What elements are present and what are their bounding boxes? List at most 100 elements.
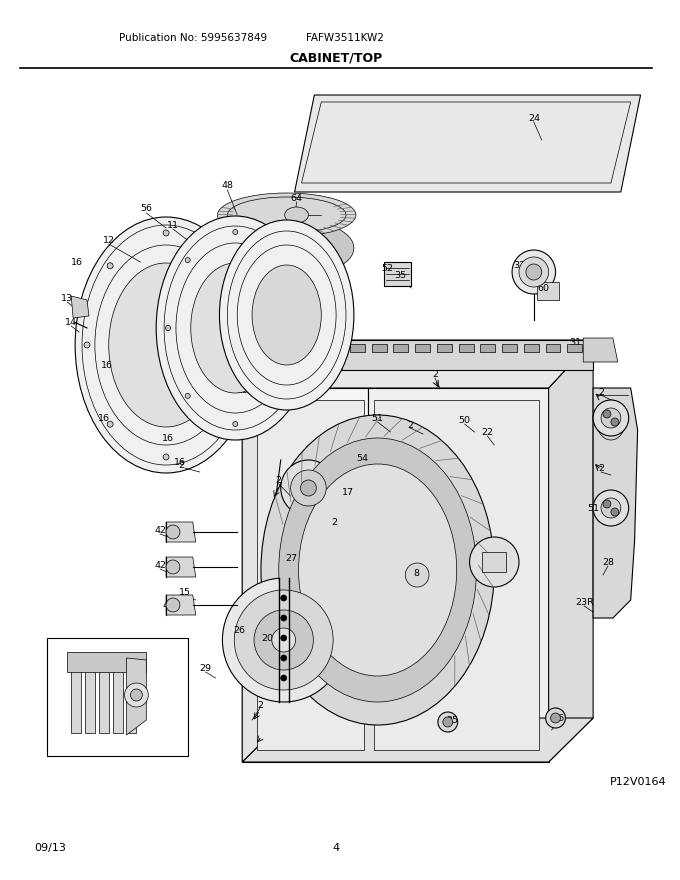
Ellipse shape xyxy=(109,263,224,427)
Circle shape xyxy=(601,498,621,518)
Circle shape xyxy=(166,560,180,574)
Bar xyxy=(567,344,582,352)
Ellipse shape xyxy=(252,265,321,365)
Polygon shape xyxy=(242,340,287,762)
Circle shape xyxy=(219,422,225,427)
Text: 48: 48 xyxy=(222,180,233,189)
Ellipse shape xyxy=(220,220,354,410)
Circle shape xyxy=(280,258,286,262)
Bar xyxy=(537,282,558,300)
Ellipse shape xyxy=(279,438,477,702)
Circle shape xyxy=(290,470,326,506)
Ellipse shape xyxy=(299,464,457,676)
Polygon shape xyxy=(242,340,593,388)
Ellipse shape xyxy=(191,263,279,393)
Polygon shape xyxy=(166,595,196,615)
Text: 42: 42 xyxy=(162,600,174,610)
Text: CABINET/TOP: CABINET/TOP xyxy=(290,52,383,64)
Bar xyxy=(394,344,408,352)
Bar xyxy=(99,658,109,733)
Text: 36: 36 xyxy=(552,714,564,722)
Text: 2: 2 xyxy=(407,421,413,429)
Polygon shape xyxy=(549,340,593,762)
Bar xyxy=(67,652,146,672)
Circle shape xyxy=(281,615,287,621)
Bar xyxy=(126,658,137,733)
Bar xyxy=(307,344,321,352)
Circle shape xyxy=(300,326,305,331)
Text: 16: 16 xyxy=(174,458,186,466)
Bar xyxy=(482,552,506,572)
Circle shape xyxy=(281,595,287,601)
Text: 17: 17 xyxy=(342,488,354,496)
Text: 5: 5 xyxy=(153,747,159,757)
Text: Publication No: 5995637849: Publication No: 5995637849 xyxy=(118,33,267,43)
Text: 16: 16 xyxy=(162,434,174,443)
Bar xyxy=(328,344,343,352)
Text: 8: 8 xyxy=(413,568,419,577)
Text: 28: 28 xyxy=(602,558,614,567)
Polygon shape xyxy=(166,522,196,542)
Circle shape xyxy=(281,655,287,661)
Circle shape xyxy=(107,263,113,268)
Circle shape xyxy=(84,342,90,348)
Polygon shape xyxy=(374,400,539,750)
Polygon shape xyxy=(166,557,196,577)
Text: 42: 42 xyxy=(154,525,166,534)
Text: 51: 51 xyxy=(587,503,599,512)
Text: 2: 2 xyxy=(331,517,337,526)
Circle shape xyxy=(545,708,566,728)
Circle shape xyxy=(219,263,225,268)
Circle shape xyxy=(163,230,169,236)
Circle shape xyxy=(281,675,287,681)
Text: 16: 16 xyxy=(101,361,113,370)
Circle shape xyxy=(185,258,190,262)
Bar xyxy=(545,344,560,352)
Bar xyxy=(437,344,452,352)
Circle shape xyxy=(603,410,611,418)
Text: 23R: 23R xyxy=(575,598,594,606)
Polygon shape xyxy=(242,388,368,762)
Text: 29: 29 xyxy=(200,664,211,672)
Text: 24: 24 xyxy=(528,114,540,122)
Text: 11: 11 xyxy=(167,221,179,230)
Ellipse shape xyxy=(220,218,354,278)
Polygon shape xyxy=(126,658,146,735)
Polygon shape xyxy=(368,388,549,762)
Text: 54: 54 xyxy=(357,453,369,463)
Text: 56: 56 xyxy=(140,203,152,212)
Circle shape xyxy=(281,635,287,641)
Circle shape xyxy=(526,264,542,280)
Text: 2: 2 xyxy=(321,365,327,375)
Circle shape xyxy=(242,342,248,348)
Circle shape xyxy=(301,480,316,496)
Circle shape xyxy=(470,537,519,587)
Circle shape xyxy=(601,408,621,428)
Text: 4: 4 xyxy=(333,843,340,853)
Text: 53: 53 xyxy=(233,368,245,377)
Circle shape xyxy=(551,713,560,723)
Text: 2: 2 xyxy=(178,460,184,470)
Bar xyxy=(502,344,517,352)
Text: 22: 22 xyxy=(481,428,494,436)
Text: 16: 16 xyxy=(98,414,109,422)
Ellipse shape xyxy=(261,415,494,725)
Polygon shape xyxy=(593,388,638,618)
Text: 2: 2 xyxy=(598,464,604,473)
Text: 22: 22 xyxy=(320,350,333,360)
Bar xyxy=(85,658,95,733)
Circle shape xyxy=(611,508,619,516)
Circle shape xyxy=(124,683,148,707)
Text: 4: 4 xyxy=(61,645,68,655)
Circle shape xyxy=(603,500,611,508)
Bar xyxy=(481,344,495,352)
Text: 51: 51 xyxy=(371,414,384,422)
Text: 26: 26 xyxy=(233,626,245,634)
Circle shape xyxy=(280,393,286,399)
Polygon shape xyxy=(583,338,618,362)
Bar xyxy=(71,658,81,733)
Circle shape xyxy=(222,578,345,702)
Text: 13: 13 xyxy=(61,294,73,303)
Circle shape xyxy=(593,400,629,436)
Text: 12: 12 xyxy=(103,236,115,245)
